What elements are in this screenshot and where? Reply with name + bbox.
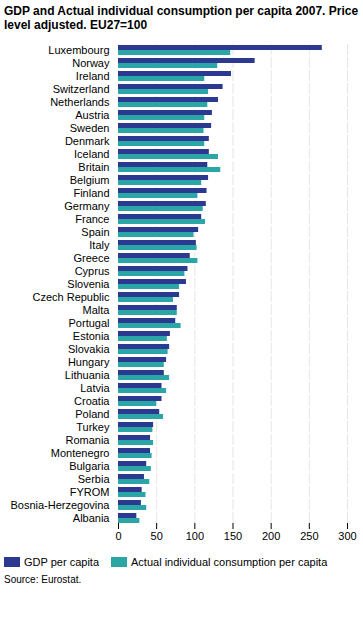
svg-text:Malta: Malta xyxy=(83,304,111,316)
svg-text:300: 300 xyxy=(338,530,356,542)
html-text:Actual individual consumption: Actual individual consumption per capita xyxy=(131,556,328,568)
svg-text:Romania: Romania xyxy=(65,434,110,446)
svg-text:Sweden: Sweden xyxy=(70,122,110,134)
svg-text:Poland: Poland xyxy=(75,408,109,420)
svg-text:Slovenia: Slovenia xyxy=(67,278,110,290)
html-text:GDP and Actual individual cons: GDP and Actual individual consumption pe… xyxy=(4,4,359,32)
svg-text:100: 100 xyxy=(186,530,204,542)
svg-text:50: 50 xyxy=(151,530,163,542)
svg-text:Germany: Germany xyxy=(64,200,110,212)
svg-text:Albania: Albania xyxy=(73,512,111,524)
svg-text:FYROM: FYROM xyxy=(70,486,110,498)
svg-text:Belgium: Belgium xyxy=(70,174,110,186)
svg-text:Spain: Spain xyxy=(81,226,109,238)
svg-text:Estonia: Estonia xyxy=(73,330,111,342)
svg-text:200: 200 xyxy=(262,530,280,542)
svg-text:Italy: Italy xyxy=(89,239,110,251)
svg-text:Norway: Norway xyxy=(72,57,110,69)
svg-text:Finland: Finland xyxy=(73,187,109,199)
svg-text:Denmark: Denmark xyxy=(65,135,110,147)
svg-text:Netherlands: Netherlands xyxy=(50,96,110,108)
svg-text:France: France xyxy=(75,213,109,225)
svg-text:Slovakia: Slovakia xyxy=(68,343,110,355)
svg-text:Greece: Greece xyxy=(73,252,109,264)
svg-text:150: 150 xyxy=(224,530,242,542)
svg-text:Ireland: Ireland xyxy=(76,70,110,82)
svg-text:Croatia: Croatia xyxy=(74,395,110,407)
svg-text:250: 250 xyxy=(300,530,318,542)
svg-text:Serbia: Serbia xyxy=(78,473,111,485)
svg-text:Czech Republic: Czech Republic xyxy=(32,291,110,303)
svg-text:Luxembourg: Luxembourg xyxy=(48,44,109,56)
html-text:GDP per capita: GDP per capita xyxy=(24,556,99,568)
svg-text:Montenegro: Montenegro xyxy=(51,447,110,459)
svg-text:Portugal: Portugal xyxy=(69,317,110,329)
svg-text:Austria: Austria xyxy=(75,109,110,121)
svg-text:Turkey: Turkey xyxy=(76,421,110,433)
svg-text:Iceland: Iceland xyxy=(74,148,109,160)
svg-text:Latvia: Latvia xyxy=(80,382,110,394)
svg-text:Bosnia-Herzegovina: Bosnia-Herzegovina xyxy=(10,499,110,511)
svg-text:0: 0 xyxy=(115,530,121,542)
svg-text:Hungary: Hungary xyxy=(68,356,110,368)
svg-text:Lithuania: Lithuania xyxy=(65,369,111,381)
svg-text:Switzerland: Switzerland xyxy=(53,83,110,95)
svg-text:Britain: Britain xyxy=(78,161,109,173)
svg-text:Cyprus: Cyprus xyxy=(75,265,110,277)
html-text:Source: Eurostat.: Source: Eurostat. xyxy=(4,574,82,585)
svg-text:Bulgaria: Bulgaria xyxy=(69,460,110,472)
